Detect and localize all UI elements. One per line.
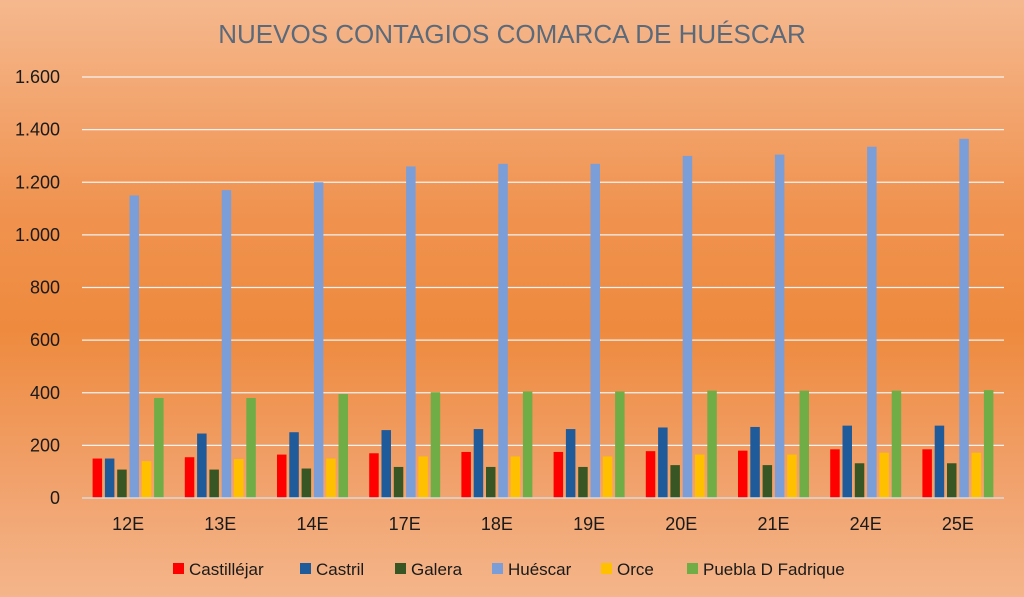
bar [184,457,195,498]
bar [498,163,508,498]
x-tick-label: 21E [757,514,789,534]
chart-title: NUEVOS CONTAGIOS COMARCA DE HUÉSCAR [218,19,806,49]
legend-label: Galera [411,560,463,579]
bar [104,458,115,498]
x-tick-label: 25E [942,514,974,534]
bar [461,451,471,498]
bar [959,138,969,498]
bar [393,466,404,498]
bar [197,433,207,498]
bar [92,458,103,498]
bar [473,429,484,498]
x-tick-label: 14E [296,514,328,534]
bar [971,452,982,498]
bar [234,459,244,498]
bar [209,469,219,498]
bar [381,430,391,498]
x-tick-label: 13E [204,514,236,534]
legend-label: Castilléjar [189,560,264,579]
y-tick-label: 1.600 [15,67,60,87]
legend-swatch [492,563,503,574]
bar [934,425,945,498]
y-tick-label: 200 [30,435,60,455]
bar [682,155,693,498]
bar [787,454,797,498]
bar [830,449,840,498]
y-tick-label: 1.000 [15,225,60,245]
bar [774,154,785,498]
bar [221,190,232,498]
bar [129,195,139,498]
bar [645,451,656,498]
bar [154,398,164,498]
bar [799,390,809,498]
bar [553,451,564,498]
gridlines [82,76,1004,446]
bar [578,466,588,498]
y-axis-ticks: 0 200 400 600 800 1.000 1.200 1.400 1.600 [15,67,60,508]
bar [418,456,428,498]
bars [92,138,994,499]
bar [658,427,668,498]
bar [590,163,600,498]
bar [695,454,705,498]
y-tick-label: 0 [50,488,60,508]
x-tick-label: 18E [481,514,513,534]
bar [762,465,773,498]
bar [842,425,852,498]
legend-swatch [395,563,406,574]
x-tick-label: 24E [850,514,882,534]
x-tick-label: 19E [573,514,605,534]
bar [602,456,613,498]
bar [369,453,379,498]
y-tick-label: 1.400 [15,120,60,140]
bar [707,390,717,498]
legend-label: Orce [617,560,654,579]
bar [522,391,533,498]
bar [879,452,889,498]
bar [289,432,299,498]
bar [615,391,625,498]
bar [867,146,877,499]
y-tick-label: 600 [30,330,60,350]
bar [891,390,902,498]
y-tick-label: 800 [30,278,60,298]
legend-swatch [300,563,311,574]
legend-swatch [601,563,612,574]
y-tick-label: 1.200 [15,172,60,192]
bar [313,182,324,498]
bar [670,465,680,498]
x-axis-ticks: 12E 13E 14E 17E 18E 19E 20E 21E 24E 25E [112,514,974,534]
bar [430,392,441,498]
bar [947,463,957,498]
legend: Castilléjar Castril Galera Huéscar Orce Puebl… [173,560,845,579]
bar [738,450,748,498]
bar [565,429,576,498]
bar [246,398,256,498]
y-tick-label: 400 [30,383,60,403]
legend-label: Castril [316,560,364,579]
bar [117,469,127,498]
bar [750,426,760,498]
bar [301,468,312,498]
x-tick-label: 20E [665,514,697,534]
bar [141,461,152,498]
bar [922,449,932,498]
bar [406,166,416,498]
bar [486,466,496,498]
bar [326,458,336,498]
bar [510,456,521,498]
legend-label: Puebla D Fadrique [703,560,845,579]
legend-label: Huéscar [508,560,572,579]
legend-swatch [687,563,698,574]
x-tick-label: 12E [112,514,144,534]
legend-swatch [173,563,184,574]
bar [854,463,865,498]
x-tick-label: 17E [389,514,421,534]
bar [277,454,287,498]
bar [338,394,348,498]
bar [983,390,994,498]
